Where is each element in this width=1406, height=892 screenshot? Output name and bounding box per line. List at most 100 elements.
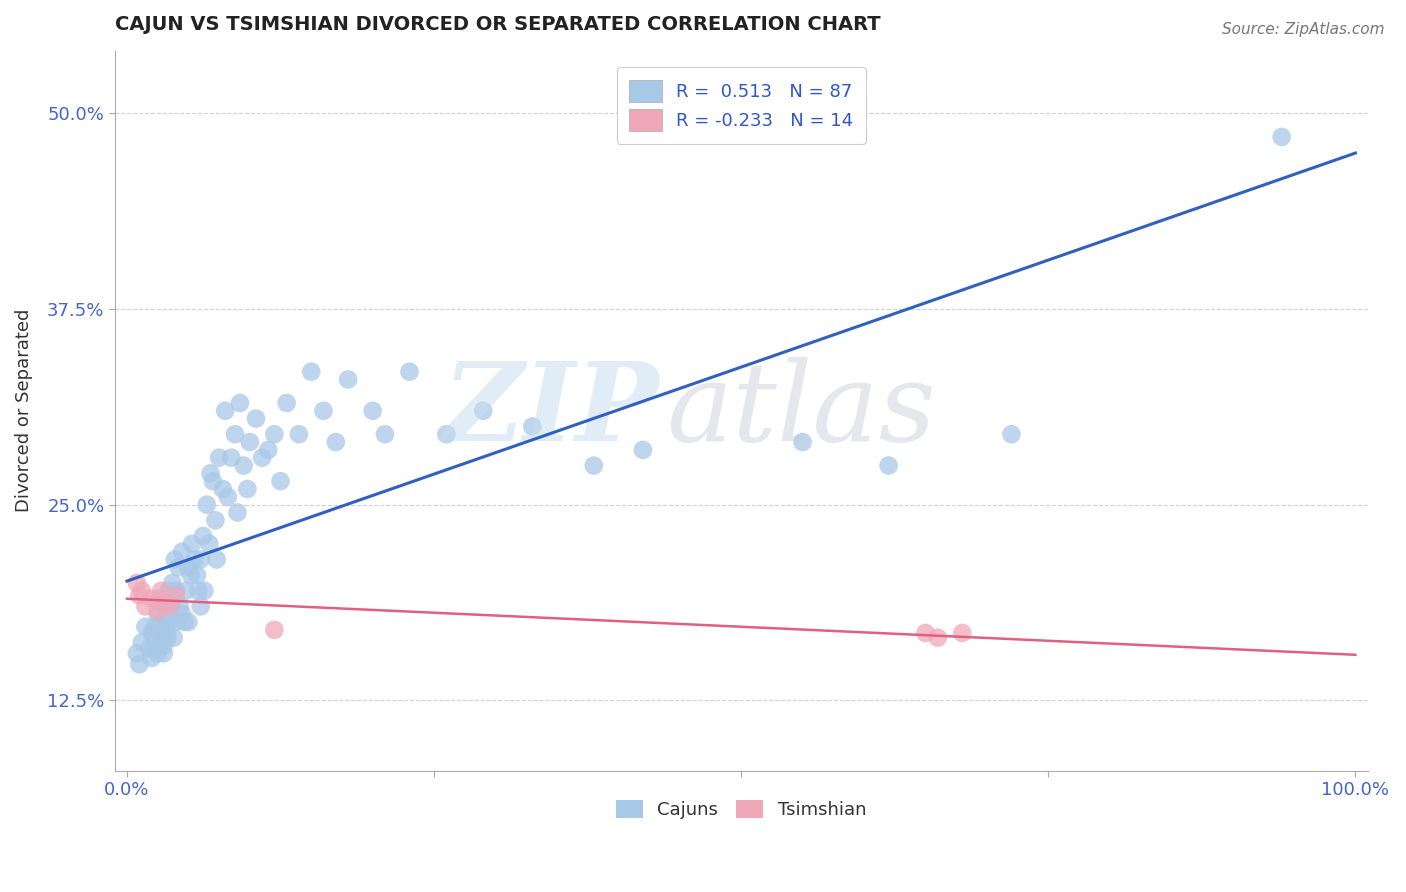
Point bbox=[163, 631, 186, 645]
Point bbox=[145, 641, 167, 656]
Point bbox=[263, 623, 285, 637]
Point bbox=[211, 482, 233, 496]
Point bbox=[200, 467, 222, 481]
Point bbox=[183, 552, 205, 566]
Point bbox=[191, 529, 214, 543]
Point bbox=[198, 537, 221, 551]
Point bbox=[131, 583, 153, 598]
Point bbox=[181, 537, 204, 551]
Point bbox=[229, 396, 252, 410]
Point bbox=[205, 552, 228, 566]
Point bbox=[150, 583, 173, 598]
Point bbox=[374, 427, 396, 442]
Point bbox=[914, 626, 936, 640]
Point bbox=[927, 631, 949, 645]
Point bbox=[631, 442, 654, 457]
Point bbox=[276, 396, 298, 410]
Point bbox=[153, 595, 176, 609]
Point bbox=[134, 620, 156, 634]
Point bbox=[165, 589, 187, 603]
Point bbox=[361, 403, 384, 417]
Point bbox=[288, 427, 311, 442]
Point bbox=[1271, 129, 1294, 144]
Point bbox=[877, 458, 900, 473]
Point bbox=[239, 435, 262, 450]
Point bbox=[792, 435, 814, 450]
Point bbox=[125, 575, 148, 590]
Point bbox=[163, 552, 186, 566]
Point bbox=[226, 506, 249, 520]
Point bbox=[1000, 427, 1022, 442]
Point bbox=[134, 599, 156, 614]
Text: CAJUN VS TSIMSHIAN DIVORCED OR SEPARATED CORRELATION CHART: CAJUN VS TSIMSHIAN DIVORCED OR SEPARATED… bbox=[115, 15, 880, 34]
Point bbox=[172, 544, 194, 558]
Y-axis label: Divorced or Separated: Divorced or Separated bbox=[15, 309, 32, 512]
Point bbox=[190, 599, 212, 614]
Point bbox=[153, 599, 176, 614]
Point bbox=[236, 482, 259, 496]
Point bbox=[141, 651, 163, 665]
Point bbox=[138, 641, 160, 656]
Point bbox=[257, 442, 280, 457]
Point bbox=[160, 599, 183, 614]
Point bbox=[245, 411, 267, 425]
Point bbox=[187, 583, 209, 598]
Point bbox=[159, 599, 181, 614]
Point bbox=[434, 427, 457, 442]
Point bbox=[180, 568, 202, 582]
Point bbox=[232, 458, 254, 473]
Point bbox=[472, 403, 495, 417]
Point bbox=[148, 591, 170, 606]
Point bbox=[325, 435, 347, 450]
Point bbox=[221, 450, 243, 465]
Point bbox=[153, 620, 176, 634]
Point bbox=[159, 607, 181, 622]
Point bbox=[146, 607, 169, 622]
Point bbox=[224, 427, 246, 442]
Point bbox=[165, 615, 187, 629]
Point bbox=[146, 646, 169, 660]
Point bbox=[157, 583, 180, 598]
Point bbox=[156, 631, 179, 645]
Point bbox=[153, 639, 176, 653]
Point bbox=[263, 427, 285, 442]
Point bbox=[195, 498, 218, 512]
Point bbox=[143, 620, 166, 634]
Point bbox=[131, 635, 153, 649]
Point bbox=[582, 458, 605, 473]
Point bbox=[155, 626, 177, 640]
Point bbox=[208, 450, 231, 465]
Point bbox=[337, 372, 360, 386]
Point bbox=[204, 513, 226, 527]
Point bbox=[177, 615, 200, 629]
Point bbox=[177, 560, 200, 574]
Point bbox=[193, 583, 215, 598]
Text: ZIP: ZIP bbox=[443, 357, 659, 465]
Point bbox=[173, 615, 195, 629]
Point bbox=[153, 646, 176, 660]
Point bbox=[950, 626, 973, 640]
Point bbox=[201, 474, 224, 488]
Point bbox=[186, 568, 208, 582]
Point bbox=[159, 615, 181, 629]
Point bbox=[141, 626, 163, 640]
Point bbox=[143, 631, 166, 645]
Point bbox=[169, 599, 191, 614]
Point bbox=[250, 450, 273, 465]
Point bbox=[150, 615, 173, 629]
Text: atlas: atlas bbox=[666, 357, 935, 465]
Point bbox=[128, 657, 150, 672]
Point bbox=[214, 403, 236, 417]
Point bbox=[172, 607, 194, 622]
Point bbox=[162, 575, 184, 590]
Point bbox=[165, 583, 187, 598]
Point bbox=[217, 490, 239, 504]
Point bbox=[150, 635, 173, 649]
Point bbox=[190, 552, 212, 566]
Point bbox=[398, 365, 420, 379]
Point bbox=[125, 646, 148, 660]
Point bbox=[312, 403, 335, 417]
Legend: Cajuns, Tsimshian: Cajuns, Tsimshian bbox=[609, 793, 873, 827]
Text: Source: ZipAtlas.com: Source: ZipAtlas.com bbox=[1222, 22, 1385, 37]
Point bbox=[167, 560, 190, 574]
